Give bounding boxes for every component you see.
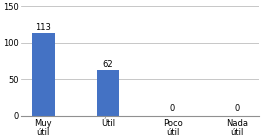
Text: 0: 0 xyxy=(170,104,175,113)
Text: 0: 0 xyxy=(234,104,240,113)
Bar xyxy=(97,71,119,116)
Text: 113: 113 xyxy=(35,23,51,32)
Bar xyxy=(32,33,55,116)
Text: 62: 62 xyxy=(103,60,113,69)
